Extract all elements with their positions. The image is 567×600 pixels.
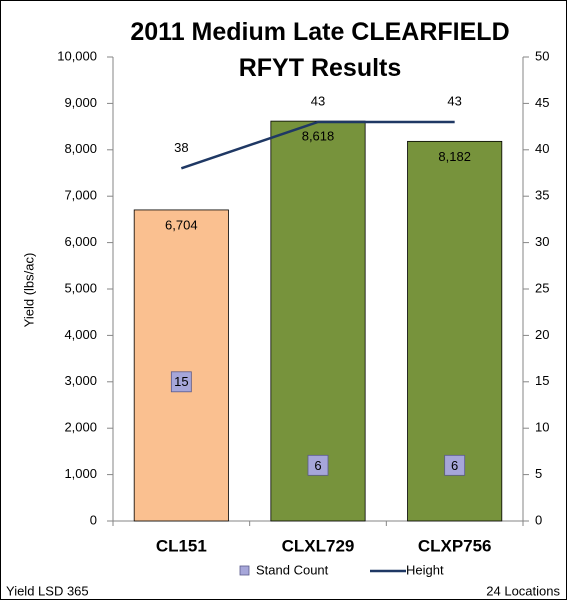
height-label: 43 (447, 93, 461, 108)
bar (270, 120, 366, 522)
y2-tick-label: 20 (535, 327, 549, 342)
y-tick-label: 6,000 (64, 234, 97, 249)
bar-value-label: 6,704 (165, 217, 198, 232)
y2-tick-label: 15 (535, 373, 549, 388)
chart-title: 2011 Medium Late CLEARFIELD RFYT Results (130, 18, 510, 82)
y2-tick-label: 0 (535, 512, 542, 527)
stand-count-label: 15 (174, 374, 188, 389)
y-axis-label: Yield (lbs/ac) (21, 253, 36, 328)
stand-count-label: 6 (314, 458, 321, 473)
stand-count-marker (444, 454, 466, 476)
legend-label: Stand Count (256, 562, 329, 577)
y2-tick-label: 45 (535, 95, 549, 110)
legend-label: Height (406, 562, 444, 577)
y-tick-label: 7,000 (64, 188, 97, 203)
x-tick-label: CLXP756 (418, 536, 492, 555)
y-tick-label: 10,000 (57, 48, 97, 63)
bar (133, 209, 229, 522)
y-tick-label: 2,000 (64, 420, 97, 435)
y-tick-label: 4,000 (64, 327, 97, 342)
bar-value-label: 8,182 (438, 149, 471, 164)
height-line (180, 120, 455, 170)
stand-count-marker (170, 371, 192, 393)
footnote-left: Yield LSD 365 (6, 583, 89, 598)
height-label: 38 (174, 140, 188, 155)
height-label: 43 (311, 93, 325, 108)
y-tick-label: 8,000 (64, 141, 97, 156)
y2-tick-label: 40 (535, 141, 549, 156)
stand-count-label: 6 (451, 458, 458, 473)
x-tick-label: CL151 (156, 536, 207, 555)
y-tick-label: 0 (90, 512, 97, 527)
y2-tick-label: 50 (535, 48, 549, 63)
y-tick-label: 3,000 (64, 373, 97, 388)
x-tick-label: CLXL729 (282, 536, 355, 555)
y2-tick-label: 5 (535, 466, 542, 481)
y2-tick-label: 10 (535, 420, 549, 435)
y2-tick-label: 30 (535, 234, 549, 249)
legend-marker (239, 565, 250, 576)
y2-tick-label: 25 (535, 280, 549, 295)
stand-count-marker (307, 454, 329, 476)
y2-tick-label: 35 (535, 188, 549, 203)
bar-value-label: 8,618 (302, 129, 335, 144)
footnote-right: 24 Locations (486, 583, 560, 598)
y-tick-label: 9,000 (64, 95, 97, 110)
y-tick-label: 5,000 (64, 280, 97, 295)
y-tick-label: 1,000 (64, 466, 97, 481)
